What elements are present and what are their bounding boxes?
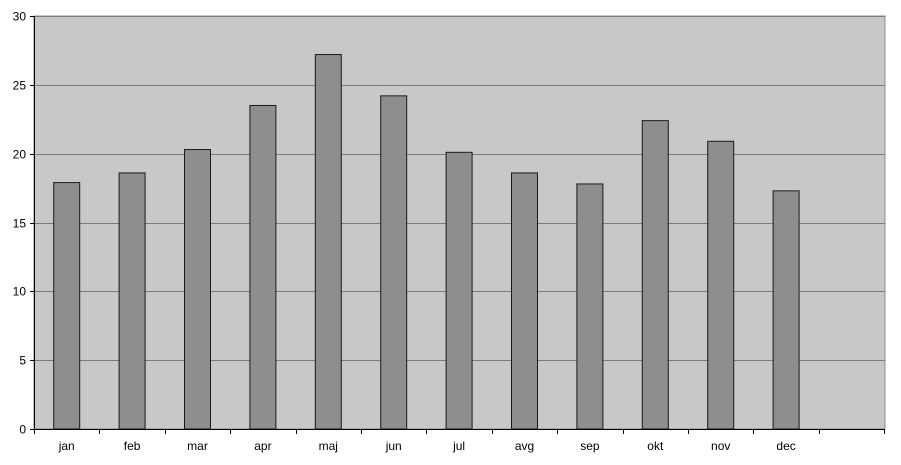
bar-avg bbox=[511, 172, 538, 430]
bar-jun bbox=[380, 95, 408, 430]
bar-nov bbox=[707, 140, 735, 430]
x-tick-label-jan: jan bbox=[58, 439, 75, 453]
bars bbox=[53, 54, 800, 430]
x-tick-label-mar: mar bbox=[187, 439, 208, 453]
gridlines bbox=[34, 16, 885, 361]
x-tick-label-jun: jun bbox=[385, 439, 402, 453]
bar-jan bbox=[53, 182, 81, 430]
bar-maj bbox=[314, 54, 342, 430]
bar-apr bbox=[249, 104, 277, 430]
bar-feb bbox=[118, 172, 146, 430]
y-tick-label-5: 5 bbox=[19, 354, 26, 368]
x-tick-label-okt: okt bbox=[647, 439, 664, 453]
axes bbox=[30, 16, 885, 434]
x-tick-label-nov: nov bbox=[711, 439, 730, 453]
y-tick-label-0: 0 bbox=[19, 423, 26, 437]
y-tick-label-25: 25 bbox=[13, 79, 27, 93]
y-tick-label-30: 30 bbox=[13, 10, 27, 24]
x-tick-label-sep: sep bbox=[580, 439, 600, 453]
y-tick-label-15: 15 bbox=[13, 217, 27, 231]
bar-dec bbox=[772, 190, 800, 430]
x-tick-label-maj: maj bbox=[319, 439, 338, 453]
y-tick-label-10: 10 bbox=[13, 285, 27, 299]
bar-mar bbox=[184, 149, 211, 430]
x-tick-labels: jan feb mar apr maj jun jul avg sep okt nov dec bbox=[58, 439, 796, 453]
bar-okt bbox=[641, 120, 669, 430]
y-tick-labels: 0 5 10 15 20 25 30 bbox=[13, 10, 27, 437]
bar-sep bbox=[576, 183, 604, 430]
x-tick-label-apr: apr bbox=[254, 439, 271, 453]
bar-jul bbox=[445, 151, 473, 430]
y-tick-label-20: 20 bbox=[13, 148, 27, 162]
x-tick-label-avg: avg bbox=[515, 439, 534, 453]
x-tick-label-jul: jul bbox=[452, 439, 465, 453]
x-tick-label-feb: feb bbox=[124, 439, 141, 453]
x-tick-label-dec: dec bbox=[776, 439, 795, 453]
